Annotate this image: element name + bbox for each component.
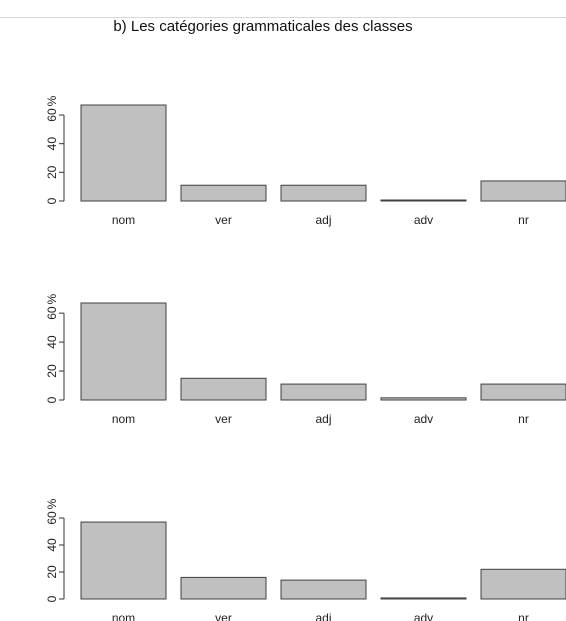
top-divider — [0, 17, 566, 18]
x-tick-label-ver: ver — [215, 412, 232, 426]
bar-adj — [280, 383, 367, 401]
x-tick-label-ver: ver — [215, 611, 232, 621]
y-tick-label-20: 20 — [45, 165, 59, 179]
y-tick-label-40: 40 — [45, 335, 59, 349]
y-axis-label: % — [45, 95, 59, 106]
x-tick-label-adv: adv — [414, 611, 433, 621]
y-tick-label-60: 60 — [45, 108, 59, 122]
y-tick-label-60: 60 — [45, 511, 59, 525]
x-tick-label-nr: nr — [518, 213, 529, 227]
x-tick-label-nom: nom — [112, 213, 135, 227]
y-tick-label-20: 20 — [45, 364, 59, 378]
bar-nr — [480, 383, 566, 401]
x-tick-label-adv: adv — [414, 412, 433, 426]
y-tick-label-20: 20 — [45, 565, 59, 579]
x-tick-label-adj: adj — [315, 213, 331, 227]
bar-nom — [80, 521, 167, 600]
x-tick-label-nr: nr — [518, 611, 529, 621]
bar-panel-3: nom ver adj adv nr 0 20 40 60% — [45, 498, 566, 621]
bar-adj — [280, 184, 367, 202]
bar-ver — [180, 576, 267, 600]
bar-adv — [380, 397, 467, 401]
bar-nom — [80, 302, 167, 401]
y-tick-label-40: 40 — [45, 538, 59, 552]
x-tick-label-nom: nom — [112, 611, 135, 621]
bar-adv — [380, 199, 467, 202]
x-tick-label-adv: adv — [414, 213, 433, 227]
bar-ver — [180, 377, 267, 401]
bar-adv — [380, 597, 467, 600]
y-tick-label-0: 0 — [45, 197, 59, 204]
bar-adj — [280, 579, 367, 600]
bar-panel-2: nom ver adj adv nr 0 20 40 60% — [45, 293, 566, 426]
bar-ver — [180, 184, 267, 202]
x-tick-label-nr: nr — [518, 412, 529, 426]
y-axis-label: % — [45, 293, 59, 304]
x-tick-label-adj: adj — [315, 412, 331, 426]
y-tick-label-40: 40 — [45, 137, 59, 151]
y-tick-label-0: 0 — [45, 595, 59, 602]
bar-panel-1: nom ver adj adv nr 0 20 40 60% — [45, 95, 566, 227]
y-tick-label-0: 0 — [45, 396, 59, 403]
y-axis-label: % — [45, 498, 59, 509]
x-tick-label-nom: nom — [112, 412, 135, 426]
x-tick-label-adj: adj — [315, 611, 331, 621]
bar-nr — [480, 568, 566, 600]
y-tick-label-60: 60 — [45, 306, 59, 320]
x-tick-label-ver: ver — [215, 213, 232, 227]
bar-nr — [480, 180, 566, 202]
bar-nom — [80, 104, 167, 202]
figure-title: b) Les catégories grammaticales des clas… — [113, 18, 413, 35]
